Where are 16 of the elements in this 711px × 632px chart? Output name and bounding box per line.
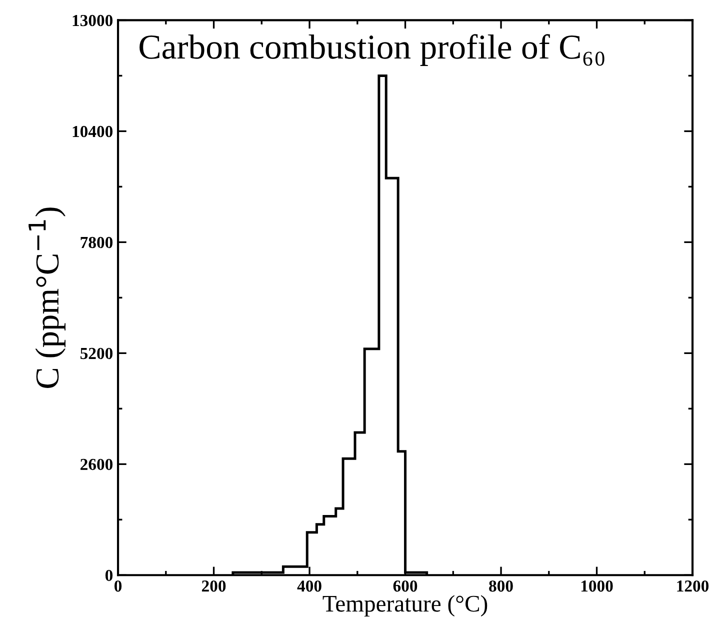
y-tick-label: 0 — [105, 570, 113, 582]
x-tick-label: 0 — [114, 580, 122, 592]
y-tick-label: 13000 — [72, 14, 113, 26]
x-tick-label: 800 — [489, 580, 513, 592]
y-axis-title: C (ppm°C$^{−1}$) — [28, 208, 66, 388]
chart-title: Carbon combustion profile of C₆₀ — [140, 34, 604, 66]
y-tick-label: 2600 — [80, 458, 113, 470]
x-tick-label: 400 — [297, 580, 322, 592]
x-tick-label: 1200 — [677, 580, 709, 592]
x-tick-label: 1000 — [581, 580, 613, 592]
y-tick-label: 5200 — [80, 348, 113, 360]
x-tick-label: 600 — [393, 580, 418, 592]
x-tick-label: 200 — [202, 580, 226, 592]
y-tick-label: 10400 — [72, 126, 113, 138]
y-tick-label: 7800 — [80, 236, 113, 248]
x-axis-title: Temperature (°C) — [322, 595, 488, 617]
